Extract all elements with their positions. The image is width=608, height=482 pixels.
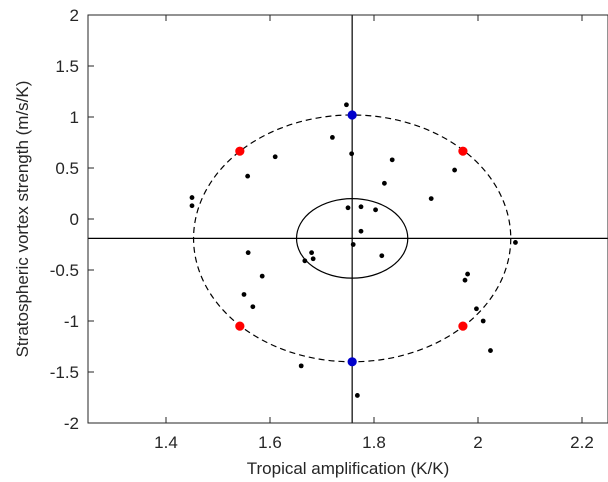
model-point [452, 167, 457, 173]
model-point [245, 250, 251, 256]
x-tick-label: 1.8 [362, 433, 386, 452]
ticks-layer: 1.4 1.6 1.8 2 2.2 -2 -1.5 -1 -0.5 0 0.5 1 1.5 2 [50, 6, 594, 452]
model-point [241, 292, 247, 297]
red-marker [235, 321, 245, 331]
y-axis-label: Stratospheric vortex strength (m/s/K) [13, 81, 32, 358]
model-point [310, 256, 316, 262]
red-marker [235, 146, 245, 156]
model-point [309, 250, 314, 256]
model-point [474, 306, 479, 312]
model-point [259, 273, 265, 279]
blue-marker [347, 110, 357, 120]
y-tick-label: -1 [64, 312, 79, 331]
y-tick-label: 2 [70, 6, 79, 25]
model-point [373, 207, 378, 213]
model-point [382, 180, 387, 186]
y-tick-label: 0 [70, 210, 79, 229]
model-point [513, 240, 518, 245]
model-point [354, 393, 360, 398]
reference-lines-layer [88, 15, 608, 423]
model-point [272, 154, 278, 160]
model-point [480, 318, 486, 324]
model-point [358, 204, 364, 210]
y-tick-label: -0.5 [50, 261, 79, 280]
model-point [462, 277, 468, 283]
model-point [428, 196, 434, 202]
y-tick-label: 1 [70, 108, 79, 127]
x-tick-label: 1.4 [154, 433, 178, 452]
model-point [389, 157, 395, 163]
model-point [330, 135, 335, 140]
y-tick-label: -1.5 [50, 363, 79, 382]
red-marker [458, 146, 468, 156]
x-axis-label: Tropical amplification (K/K) [247, 459, 450, 478]
y-tick-label: -2 [64, 414, 79, 433]
x-tick-label: 1.6 [258, 433, 282, 452]
points-layer [189, 102, 518, 398]
plot-frame [87, 14, 608, 424]
model-point [298, 363, 304, 369]
model-point [344, 102, 349, 108]
model-point [379, 253, 385, 259]
inner-ellipse [295, 198, 409, 279]
model-point [250, 304, 256, 310]
model-point [189, 203, 195, 209]
y-tick-label: 1.5 [55, 57, 79, 76]
model-point [465, 271, 470, 277]
model-point [488, 348, 493, 353]
x-tick-label: 2 [473, 433, 482, 452]
model-point [189, 195, 195, 200]
model-point [345, 205, 351, 211]
red-marker [458, 321, 468, 331]
model-point [350, 242, 356, 247]
y-tick-label: 0.5 [55, 159, 79, 178]
x-tick-label: 2.2 [570, 433, 594, 452]
model-point [245, 173, 251, 179]
model-point [302, 258, 308, 264]
model-point [358, 228, 364, 234]
model-point [349, 151, 355, 157]
blue-marker [347, 357, 357, 367]
